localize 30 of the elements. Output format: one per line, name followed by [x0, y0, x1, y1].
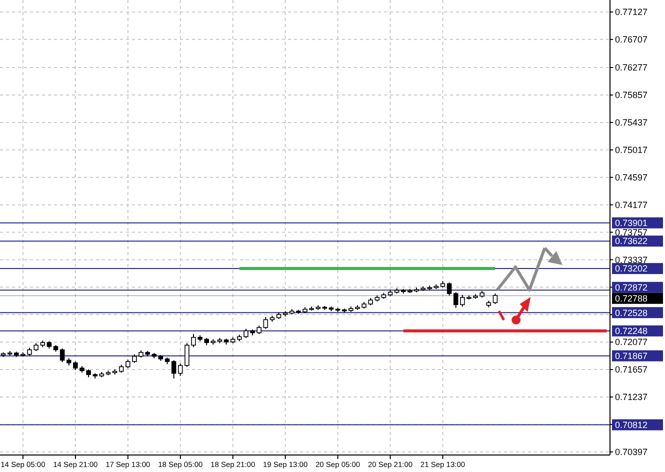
- y-tick-label: 0.75017: [615, 145, 648, 156]
- ref-line-label: 0.72872: [615, 282, 648, 293]
- y-tick-label: 0.70397: [615, 447, 648, 458]
- candlestick: [492, 293, 498, 304]
- candlestick: [178, 362, 183, 376]
- ref-line-label: 0.72248: [615, 326, 648, 336]
- y-tick-label: 0.75437: [615, 118, 648, 128]
- ref-line-label: 0.73202: [615, 264, 648, 274]
- y-tick-label: 0.77127: [615, 7, 648, 18]
- ref-line-label: 0.72528: [615, 308, 648, 318]
- ref-line-label: 0.72788: [615, 294, 648, 304]
- y-tick-label: 0.76707: [615, 34, 648, 45]
- y-tick-label: 0.71237: [615, 392, 648, 402]
- candlestick: [60, 348, 65, 363]
- y-tick-label: 0.76277: [615, 62, 648, 73]
- ref-line-label: 0.73901: [615, 218, 648, 228]
- candlestick: [453, 292, 458, 308]
- ref-line-label: 0.71867: [615, 350, 648, 361]
- y-tick-label: 0.73337: [615, 254, 648, 265]
- candlestick: [171, 360, 176, 380]
- candlestick: [263, 316, 268, 330]
- y-tick-label: 0.73757: [615, 227, 648, 238]
- y-tick-label: 0.71657: [615, 364, 648, 375]
- ref-line-label: 0.70812: [615, 420, 648, 430]
- y-tick-label: 0.75857: [615, 90, 648, 100]
- y-tick-label: 0.74597: [615, 172, 648, 183]
- candlestick: [446, 282, 452, 296]
- ref-line-label: 0.73622: [615, 236, 648, 246]
- y-tick-label: 0.72077: [615, 337, 648, 348]
- y-tick-label: 0.74177: [615, 200, 648, 210]
